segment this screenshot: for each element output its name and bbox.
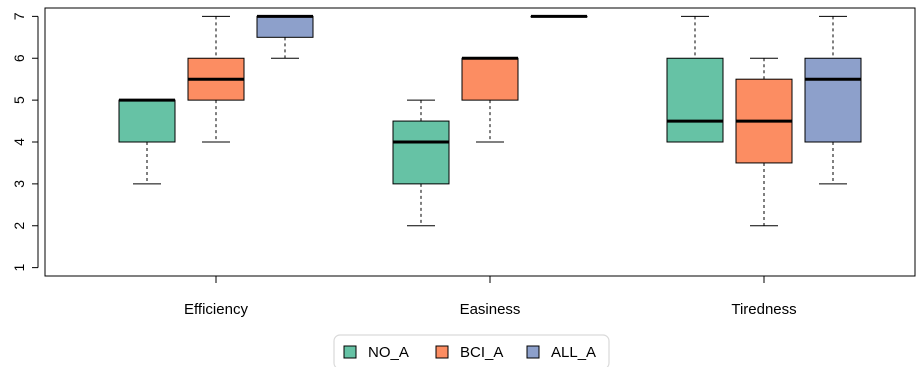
box-bci_a-tiredness (735, 57, 793, 227)
box-no_a-tiredness (666, 15, 724, 143)
box-body (118, 99, 176, 143)
box-no_a-efficiency (118, 98, 176, 185)
x-tick-label-tiredness: Tiredness (731, 301, 796, 318)
legend-frame (333, 334, 610, 367)
y-tick-label: 1 (11, 264, 27, 272)
box-body (461, 57, 519, 101)
legend-label-no_a: NO_A (368, 344, 409, 361)
x-tick-label-efficiency: Efficiency (184, 301, 248, 318)
y-axis: 1 2 3 4 5 6 7 (11, 12, 39, 272)
legend-swatch-all_a (526, 345, 540, 359)
x-tick-label-easiness: Easiness (460, 301, 521, 318)
plot-frame (44, 7, 916, 277)
box-body (804, 57, 862, 143)
legend-swatch-no_a (343, 345, 357, 359)
box-groups (118, 14, 862, 227)
y-tick-label: 4 (11, 138, 27, 146)
y-tick-label: 2 (11, 222, 27, 230)
box-bci_a-easiness (461, 56, 519, 143)
y-tick-label: 3 (11, 180, 27, 188)
y-tick-label: 5 (11, 96, 27, 104)
x-axis: Efficiency Easiness Tiredness (184, 276, 797, 318)
legend-swatch-bci_a (435, 345, 449, 359)
legend: NO_A BCI_A ALL_A (333, 334, 610, 367)
box-body (392, 120, 450, 185)
box-all_a-tiredness (804, 15, 862, 185)
box-all_a-easiness (530, 14, 588, 18)
box-body (256, 15, 314, 38)
box-all_a-efficiency (256, 14, 314, 59)
box-bci_a-efficiency (187, 15, 245, 143)
legend-label-bci_a: BCI_A (460, 344, 503, 361)
box-body (666, 57, 724, 143)
legend-label-all_a: ALL_A (551, 344, 596, 361)
y-tick-label: 7 (11, 12, 27, 20)
y-tick-label: 6 (11, 54, 27, 62)
box-no_a-easiness (392, 99, 450, 227)
